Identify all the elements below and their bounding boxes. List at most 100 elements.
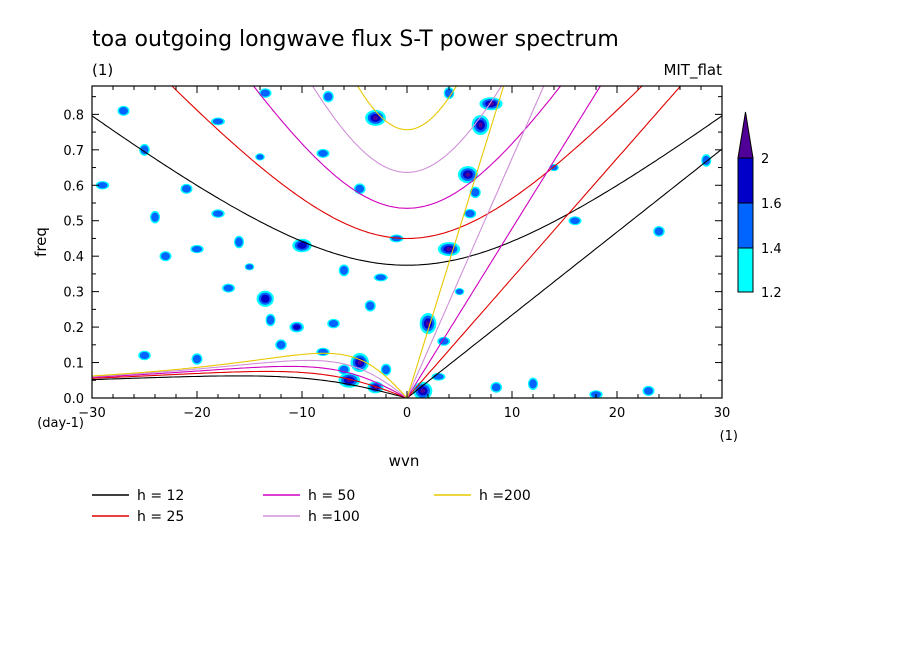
contour-blob	[328, 319, 339, 328]
contour-blob	[425, 320, 431, 327]
contour-blob	[366, 301, 375, 311]
dispersion-curve	[92, 352, 408, 398]
chart-subtitle-left: (1)	[92, 61, 113, 79]
contour-blob	[97, 182, 108, 189]
dispersion-curve	[92, 115, 722, 266]
contour-blob	[340, 265, 348, 275]
contour-blob	[182, 184, 191, 193]
plot-frame	[91, 85, 723, 399]
contour-blob	[372, 115, 379, 120]
x-unit-label: (1)	[720, 429, 738, 444]
dispersion-curve	[406, 86, 602, 398]
contour-blob	[256, 154, 264, 160]
contour-blob	[550, 164, 558, 171]
legend-label: h = 25	[137, 509, 184, 525]
y-tick-label: 0.3	[63, 286, 84, 301]
contour-blob	[119, 106, 128, 115]
contour-blob	[297, 242, 307, 249]
colorbar-extend-triangle	[737, 111, 754, 159]
dispersion-curve	[252, 86, 562, 209]
y-tick-label: 0.0	[63, 392, 84, 407]
chart-subtitle-right: MIT_flat	[663, 61, 722, 80]
contour-fill-layer	[95, 87, 712, 398]
contour-blob	[317, 348, 329, 356]
x-tick-label: −10	[288, 406, 315, 421]
x-axis-ticks: −30 −20 −10 0 10 20 30	[78, 86, 730, 421]
contour-blob	[260, 89, 270, 97]
contour-blob	[140, 145, 149, 155]
x-tick-label: −30	[78, 406, 105, 421]
colorbar-segment	[737, 247, 754, 293]
dispersion-curve	[311, 86, 503, 173]
colorbar-segment	[737, 202, 754, 249]
chart-title: toa outgoing longwave flux S-T power spe…	[92, 27, 619, 52]
contour-blob	[293, 324, 301, 330]
y-axis-label: freq	[32, 227, 50, 257]
contour-blob	[446, 247, 452, 252]
contour-blob	[266, 315, 275, 325]
y-unit-label: (day-1)	[37, 416, 84, 431]
contour-blob	[212, 210, 224, 217]
colorbar-label: 1.6	[761, 197, 782, 212]
y-axis-ticks: 0.0 0.1 0.2 0.3 0.4 0.5 0.6 0.7 0.8	[63, 96, 722, 407]
contour-blob	[491, 383, 501, 392]
contour-blob	[654, 227, 664, 236]
contour-blob	[644, 387, 653, 395]
dispersion-curve	[92, 370, 408, 398]
contour-blob	[191, 245, 203, 253]
x-tick-label: 30	[714, 406, 731, 421]
legend-label: h =100	[308, 509, 360, 525]
dispersion-curve	[406, 86, 682, 398]
y-tick-label: 0.2	[63, 321, 84, 336]
colorbar-segment	[737, 157, 754, 204]
contour-blob	[223, 284, 234, 292]
contour-blob	[245, 264, 254, 270]
y-tick-label: 0.4	[63, 250, 84, 265]
y-tick-label: 0.6	[63, 179, 84, 194]
contour-blob	[478, 122, 483, 128]
contour-blob	[420, 388, 426, 394]
contour-blob	[260, 294, 270, 303]
dispersion-curve	[92, 375, 408, 398]
contour-blob	[212, 118, 224, 125]
contour-blob	[235, 237, 243, 247]
x-tick-label: 0	[403, 406, 411, 421]
x-axis-label: wvn	[389, 452, 420, 470]
legend-label: h =200	[479, 488, 531, 504]
contour-blob	[529, 379, 537, 389]
contour-blob	[139, 351, 150, 360]
colorbar-label: 2	[761, 152, 769, 167]
legend-label: h = 12	[137, 488, 184, 504]
contour-blob	[318, 149, 328, 157]
legend: h = 12 h = 25 h = 50 h =100 h =200	[92, 488, 531, 525]
dispersion-curve	[406, 86, 505, 398]
x-tick-label: 10	[504, 406, 521, 421]
contour-blob	[324, 92, 333, 101]
y-tick-label: 0.8	[63, 108, 84, 123]
contour-blob	[151, 212, 159, 222]
colorbar-label: 1.2	[761, 286, 782, 301]
contour-blob	[276, 340, 286, 349]
y-tick-label: 0.5	[63, 215, 84, 230]
y-tick-label: 0.1	[63, 357, 84, 372]
dispersion-curves-layer	[92, 86, 722, 398]
contour-blob	[465, 172, 471, 177]
y-tick-label: 0.7	[63, 144, 84, 159]
contour-blob	[375, 274, 386, 281]
x-tick-label: −20	[183, 406, 210, 421]
contour-blob	[455, 288, 464, 295]
contour-blob	[161, 252, 170, 261]
contour-blob	[465, 210, 475, 218]
x-tick-label: 20	[609, 406, 626, 421]
dispersion-curve	[406, 86, 545, 398]
contour-blob	[570, 217, 580, 225]
colorbar: 1.2 1.4 1.6 2	[737, 111, 782, 301]
colorbar-label: 1.4	[761, 242, 782, 257]
contour-blob	[192, 354, 202, 364]
dispersion-curve	[406, 148, 722, 398]
dispersion-curve	[171, 86, 643, 240]
dispersion-curve	[92, 365, 408, 398]
dispersion-curve	[356, 86, 458, 131]
legend-label: h = 50	[308, 488, 355, 504]
